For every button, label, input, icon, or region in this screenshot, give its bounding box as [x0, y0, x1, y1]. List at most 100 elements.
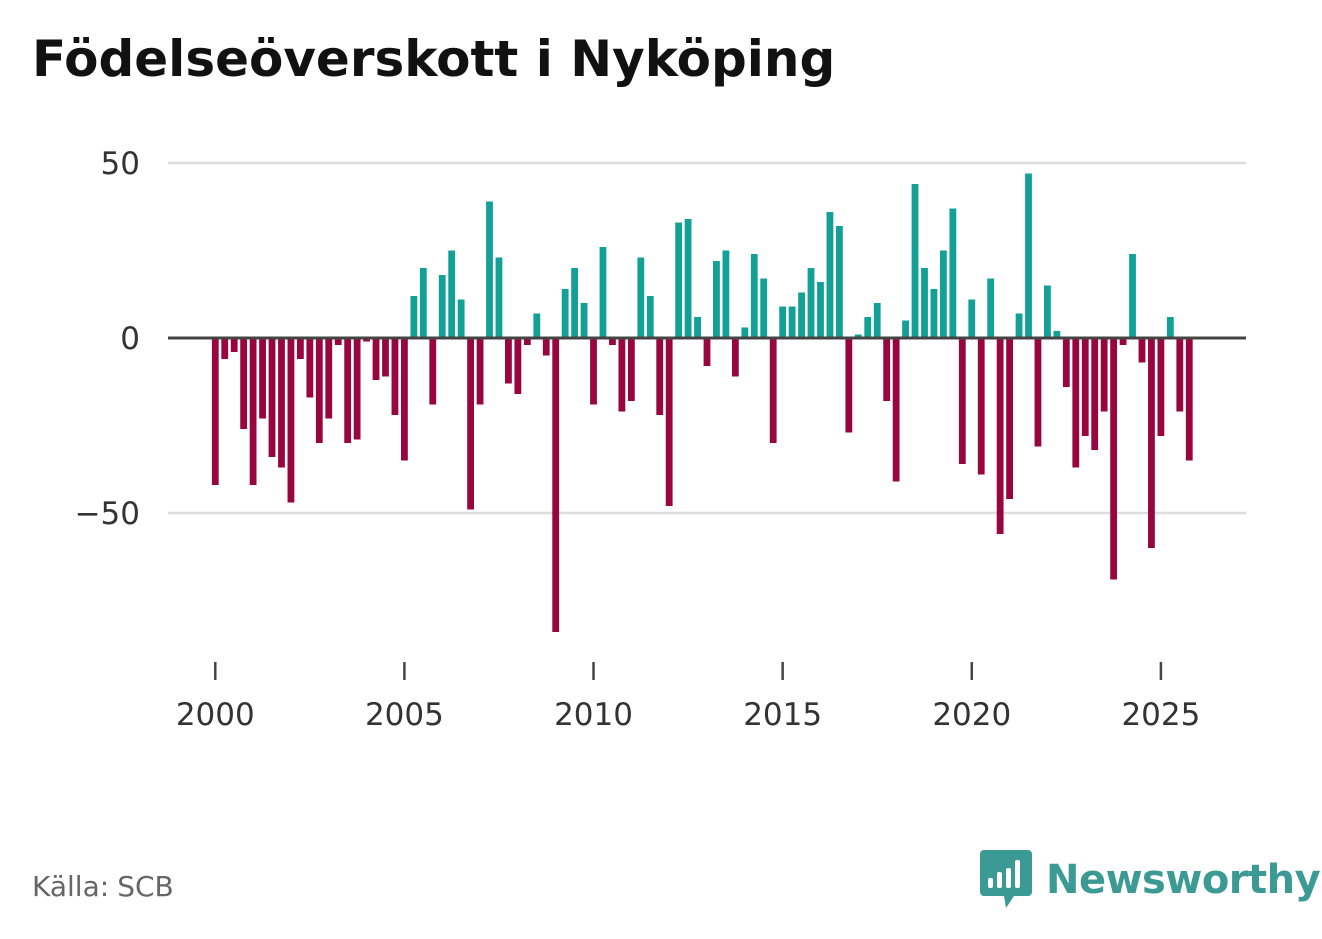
bar: [533, 313, 541, 338]
bar: [911, 184, 919, 338]
bar: [467, 338, 474, 510]
bar: [1062, 338, 1070, 387]
bar: [1148, 338, 1155, 548]
bar: [788, 306, 796, 338]
bar: [1100, 338, 1108, 412]
bar: [523, 338, 531, 345]
bar: [760, 278, 768, 338]
x-tick-label: 2005: [365, 697, 444, 733]
bar: [977, 338, 985, 475]
bar: [211, 338, 219, 485]
bar: [1166, 317, 1174, 338]
bar: [221, 338, 229, 359]
bar: [410, 296, 418, 338]
bar: [552, 338, 560, 632]
bar: [1119, 338, 1127, 345]
bar: [835, 226, 843, 338]
bar: [741, 327, 749, 338]
bar: [798, 292, 805, 338]
bar: [438, 275, 446, 338]
bar: [1025, 173, 1032, 338]
bar: [382, 338, 389, 377]
bar: [609, 338, 616, 345]
bar: [419, 268, 427, 338]
bar: [731, 338, 739, 377]
bar: [883, 338, 891, 401]
bar-chart: −50 0 50 2000 2005 2010 2015 2020 2025: [75, 146, 1246, 733]
y-tick-label: −50: [75, 496, 140, 532]
x-tick-label: 2015: [743, 697, 822, 733]
bar: [1138, 338, 1146, 363]
bar: [249, 338, 257, 485]
bar: [448, 250, 456, 338]
bars: [211, 173, 1193, 632]
x-tick-label: 2000: [176, 697, 255, 733]
bar: [703, 338, 711, 366]
bar: [722, 250, 730, 338]
bar: [940, 250, 947, 338]
bar: [599, 247, 607, 338]
bar: [627, 338, 635, 401]
bar: [694, 317, 701, 338]
bar: [476, 338, 484, 405]
bar: [230, 338, 238, 352]
bar: [486, 201, 493, 338]
bar: [268, 338, 276, 457]
bar: [1110, 338, 1118, 580]
bar: [996, 338, 1004, 534]
bar: [306, 338, 314, 398]
bar: [769, 338, 777, 443]
x-tick-label: 2025: [1121, 697, 1200, 733]
axes: −50 0 50 2000 2005 2010 2015 2020 2025: [75, 146, 1201, 733]
bar: [1157, 338, 1165, 436]
bar: [637, 257, 645, 338]
bar: [240, 338, 248, 429]
bar: [987, 278, 995, 338]
bar: [713, 261, 720, 338]
bar: [958, 338, 966, 464]
bar: [921, 268, 928, 338]
bar: [287, 338, 295, 503]
bar: [1072, 338, 1080, 468]
bar: [949, 208, 957, 338]
bar: [590, 338, 597, 405]
bar: [618, 338, 626, 412]
bar: [902, 320, 909, 338]
bar: [296, 338, 304, 359]
bar: [1034, 338, 1042, 447]
bar: [514, 338, 522, 394]
bar: [845, 338, 853, 433]
bar: [315, 338, 323, 443]
bar: [334, 338, 342, 345]
bar: [505, 338, 512, 384]
bar: [391, 338, 399, 415]
bar: [826, 212, 834, 338]
bar: [864, 317, 872, 338]
source-note: Källa: SCB: [32, 870, 174, 903]
bar: [353, 338, 361, 440]
bar: [646, 296, 654, 338]
bar: [779, 306, 787, 338]
bar: [561, 289, 569, 338]
bar: [665, 338, 673, 506]
bar: [259, 338, 266, 419]
y-tick-label: 50: [101, 146, 140, 182]
bar: [968, 299, 976, 338]
bar: [1185, 338, 1193, 461]
bar: [684, 219, 692, 338]
bar: [372, 338, 380, 380]
bar: [817, 282, 824, 338]
bar: [344, 338, 352, 443]
bar: [807, 268, 815, 338]
chart-title: Födelseöverskott i Nyköping: [32, 30, 836, 88]
bar: [325, 338, 333, 419]
bar: [873, 303, 881, 338]
source-value: SCB: [117, 870, 174, 903]
bar: [1053, 331, 1061, 338]
bar: [1129, 254, 1136, 338]
brand-name: Newsworthy: [1046, 857, 1321, 903]
bar: [542, 338, 550, 356]
bar: [656, 338, 664, 415]
y-tick-label: 0: [120, 321, 140, 357]
bar: [930, 289, 938, 338]
